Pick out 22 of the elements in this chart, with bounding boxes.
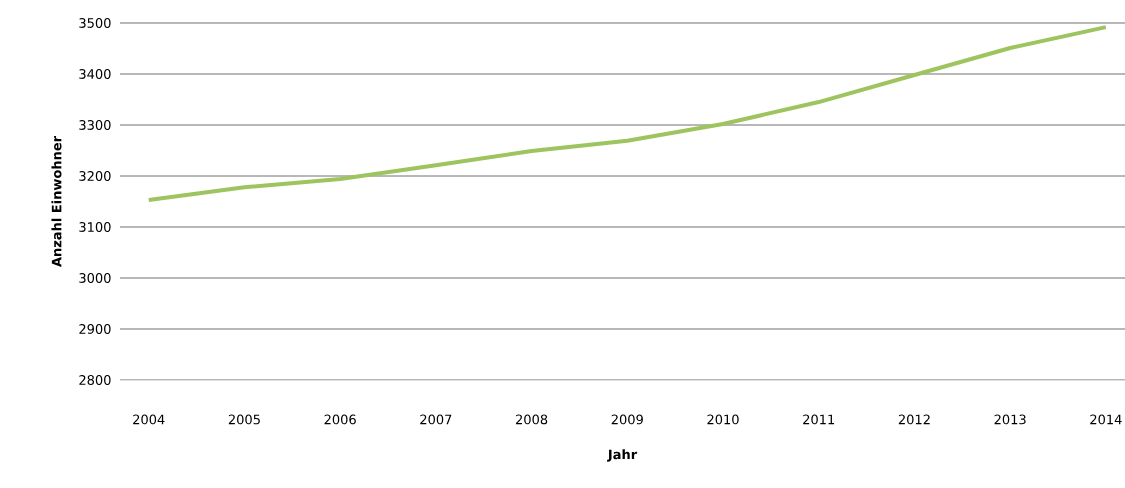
y-tick-label: 2900 — [79, 324, 111, 334]
y-tick-label: 2800 — [79, 375, 111, 385]
x-tick-label: 2008 — [515, 414, 548, 425]
x-tick-label: 2007 — [420, 414, 452, 425]
x-tick-label: 2014 — [1090, 414, 1122, 425]
x-axis-title: Jahr — [607, 449, 638, 462]
x-tick-label: 2006 — [324, 414, 356, 425]
y-tick-label: 3400 — [79, 69, 111, 79]
x-tick-label: 2010 — [707, 414, 739, 425]
y-tick-label: 3300 — [79, 120, 111, 130]
y-tick-label: 3000 — [79, 273, 111, 283]
y-axis-title: Anzahl Einwohner — [51, 135, 62, 268]
line-series — [146, 25, 1108, 202]
x-tick-label: 2013 — [994, 414, 1026, 425]
x-tick-label: 2004 — [133, 414, 165, 425]
y-tick-label: 3200 — [79, 171, 111, 181]
x-tick-label: 2005 — [228, 414, 260, 425]
y-tick-label: 3500 — [79, 18, 111, 28]
x-tick-label: 2009 — [611, 414, 643, 425]
x-tick-label: 2011 — [803, 414, 835, 425]
y-tick-label: 3100 — [79, 222, 111, 232]
x-tick-label: 2012 — [898, 414, 930, 425]
